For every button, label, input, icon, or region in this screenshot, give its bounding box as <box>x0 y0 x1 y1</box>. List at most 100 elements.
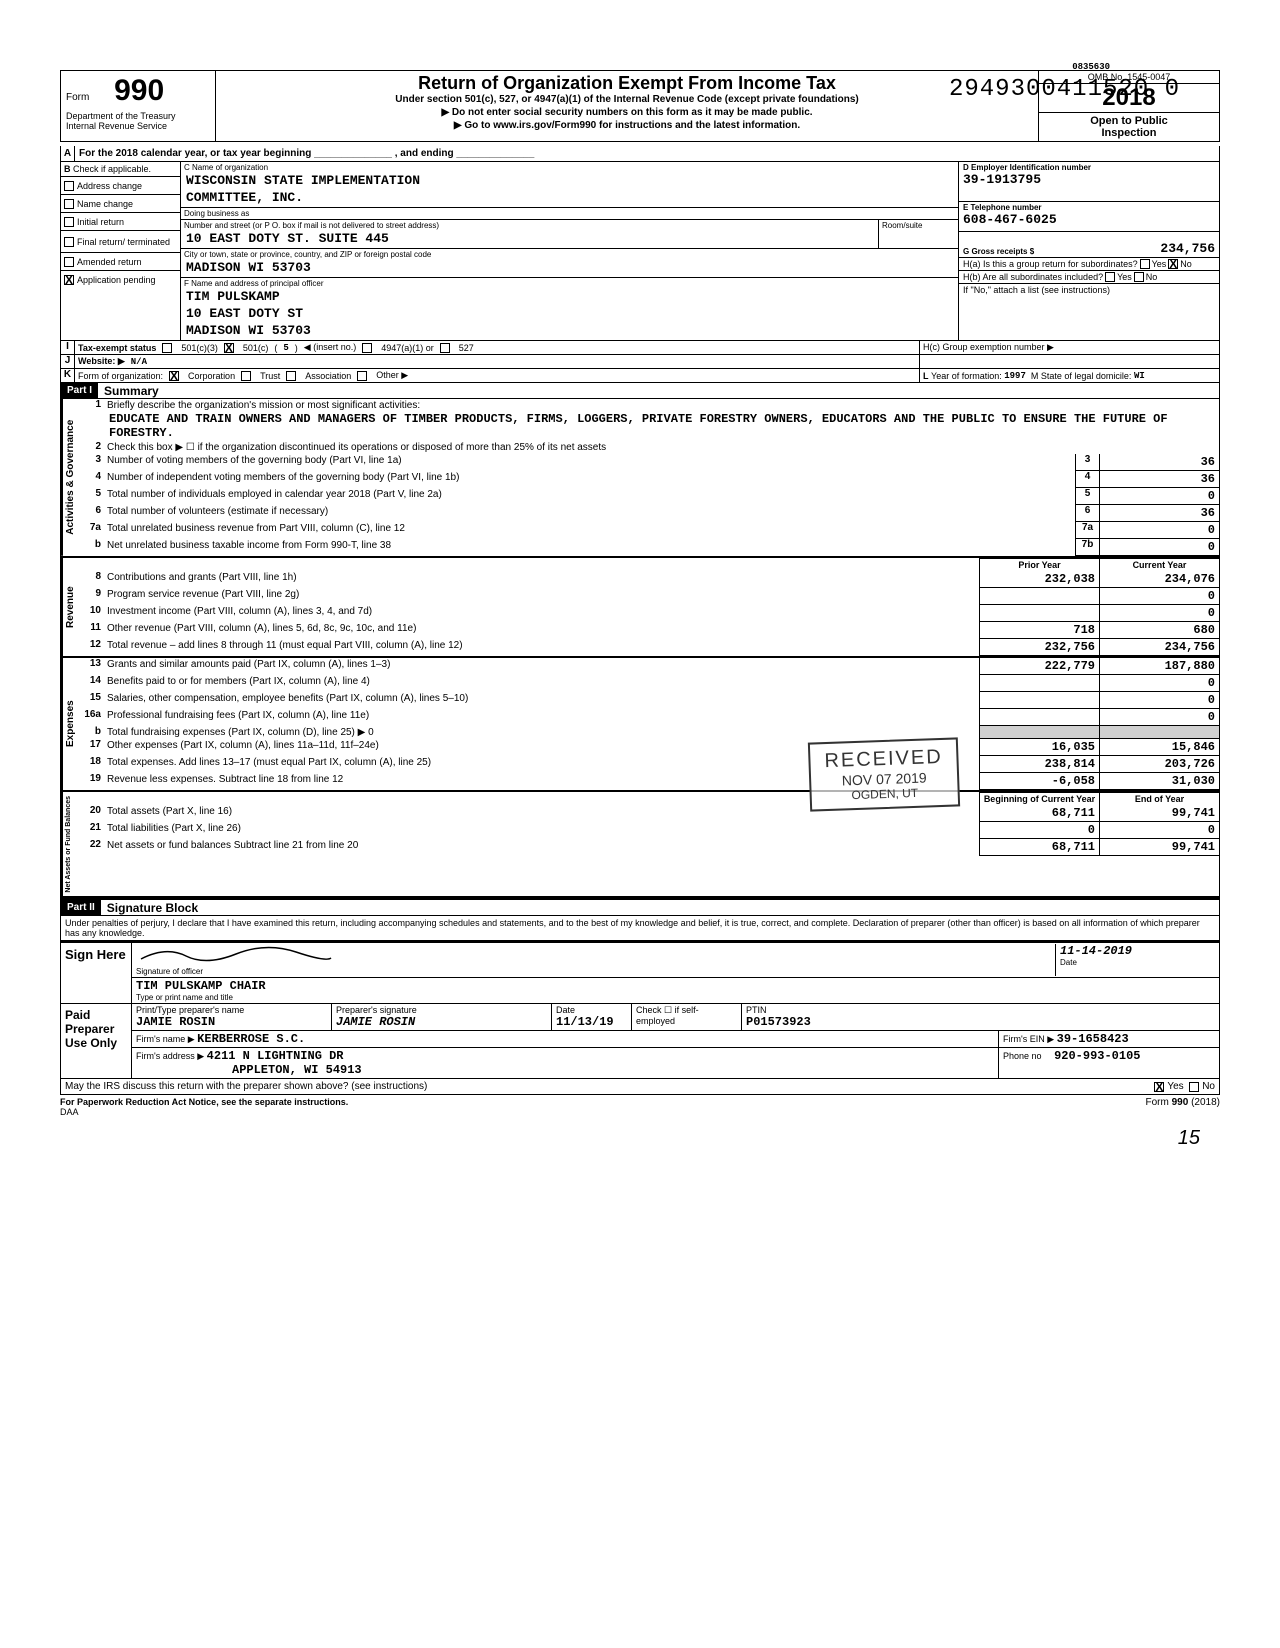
prior-value <box>979 605 1099 622</box>
summary-line: Contributions and grants (Part VIII, lin… <box>105 571 979 588</box>
summary-line: Benefits paid to or for members (Part IX… <box>105 675 979 692</box>
sign-here: Sign Here <box>61 943 131 1003</box>
chk-trust[interactable] <box>241 371 251 381</box>
letter-i: I <box>61 341 75 354</box>
org-name-2: COMMITTEE, INC. <box>181 190 958 207</box>
prior-value: 232,756 <box>979 639 1099 656</box>
prior-value <box>979 675 1099 692</box>
perjury-text: Under penalties of perjury, I declare th… <box>60 916 1220 941</box>
chk-527[interactable] <box>440 343 450 353</box>
ha-no[interactable] <box>1168 259 1178 269</box>
summary-line: Other revenue (Part VIII, column (A), li… <box>105 622 979 639</box>
current-value: 0 <box>1099 709 1219 726</box>
prior-value: 232,038 <box>979 571 1099 588</box>
current-value: 31,030 <box>1099 773 1219 790</box>
chk-name-change[interactable] <box>64 199 74 209</box>
prior-value: 68,711 <box>979 839 1099 856</box>
chk-other[interactable] <box>357 371 367 381</box>
letter-j: J <box>61 355 75 368</box>
preparer-date: 11/13/19 <box>556 1015 627 1029</box>
discuss-yes[interactable] <box>1154 1082 1164 1092</box>
officer-addr: 10 EAST DOTY ST <box>181 306 958 323</box>
summary-line: Salaries, other compensation, employee b… <box>105 692 979 709</box>
current-value: 234,756 <box>1099 639 1219 656</box>
firm-ein: 39-1658423 <box>1057 1032 1129 1046</box>
city-state-zip: MADISON WI 53703 <box>181 260 958 277</box>
summary-line: Program service revenue (Part VIII, line… <box>105 588 979 605</box>
street-address: 10 EAST DOTY ST. SUITE 445 <box>181 231 878 248</box>
summary-line: Net unrelated business taxable income fr… <box>105 539 1075 556</box>
letter-k: K <box>61 369 75 382</box>
current-value: 0 <box>1099 675 1219 692</box>
self-employed-check: Check ☐ if self-employed <box>632 1004 742 1030</box>
sign-date: 11-14-2019 <box>1060 944 1215 958</box>
summary-line: Number of independent voting members of … <box>105 471 1075 488</box>
chk-corporation[interactable] <box>169 371 179 381</box>
summary-line: Total liabilities (Part X, line 26) <box>105 822 979 839</box>
summary-value: 0 <box>1099 539 1219 556</box>
current-value: 0 <box>1099 822 1219 839</box>
current-value: 0 <box>1099 588 1219 605</box>
dba-label: Doing business as <box>181 208 958 219</box>
prior-value <box>979 692 1099 709</box>
ha-yes[interactable] <box>1140 259 1150 269</box>
firm-name: KERBERROSE S.C. <box>197 1032 305 1046</box>
vlabel-netassets: Net Assets or Fund Balances <box>61 792 83 897</box>
mission-label: Briefly describe the organization's miss… <box>105 399 1219 412</box>
hb-yes[interactable] <box>1105 272 1115 282</box>
col-prior-year: Prior Year <box>979 558 1099 571</box>
current-value: 99,741 <box>1099 839 1219 856</box>
prior-value: 68,711 <box>979 805 1099 822</box>
ein-value: 39-1913795 <box>963 172 1215 187</box>
current-value: 187,880 <box>1099 658 1219 675</box>
hb-note: If "No," attach a list (see instructions… <box>959 284 1219 296</box>
summary-value: 0 <box>1099 522 1219 539</box>
current-value: 203,726 <box>1099 756 1219 773</box>
daa: DAA <box>60 1107 79 1117</box>
chk-address-change[interactable] <box>64 181 74 191</box>
chk-4947[interactable] <box>362 343 372 353</box>
current-value: 680 <box>1099 622 1219 639</box>
summary-line: Number of voting members of the governin… <box>105 454 1075 471</box>
page-number: 15 <box>60 1127 1220 1150</box>
chk-501c[interactable] <box>224 343 234 353</box>
chk-application-pending[interactable] <box>64 275 74 285</box>
summary-line: Total number of individuals employed in … <box>105 488 1075 505</box>
summary-line: Grants and similar amounts paid (Part IX… <box>105 658 979 675</box>
summary-line: Investment income (Part VIII, column (A)… <box>105 605 979 622</box>
paperwork-notice: For Paperwork Reduction Act Notice, see … <box>60 1097 348 1107</box>
prior-value: 0 <box>979 822 1099 839</box>
current-value <box>1099 726 1219 739</box>
col-beginning: Beginning of Current Year <box>979 792 1099 805</box>
letter-a: A <box>61 146 75 161</box>
ein-label: D Employer Identification number <box>963 163 1215 172</box>
room-label: Room/suite <box>879 220 958 231</box>
title-block: Return of Organization Exempt From Incom… <box>216 71 1039 141</box>
mission-text: EDUCATE AND TRAIN OWNERS AND MANAGERS OF… <box>83 412 1219 441</box>
ptin: P01573923 <box>746 1015 1215 1029</box>
paid-preparer-label: Paid Preparer Use Only <box>61 1004 131 1078</box>
hc-group: H(c) Group exemption number ▶ <box>919 341 1219 354</box>
addr-label: Number and street (or P O. box if mail i… <box>181 220 878 231</box>
summary-line: Total number of volunteers (estimate if … <box>105 505 1075 522</box>
firm-phone: 920-993-0105 <box>1054 1049 1140 1063</box>
vlabel-expenses: Expenses <box>61 658 83 790</box>
chk-501c3[interactable] <box>162 343 172 353</box>
preparer-name: JAMIE ROSIN <box>136 1015 327 1029</box>
chk-association[interactable] <box>286 371 296 381</box>
current-value: 99,741 <box>1099 805 1219 822</box>
phone-label: E Telephone number <box>963 203 1215 212</box>
prior-value <box>979 588 1099 605</box>
chk-final-return[interactable] <box>64 237 74 247</box>
chk-amended[interactable] <box>64 257 74 267</box>
sign-name: TIM PULSKAMP CHAIR <box>136 979 1215 993</box>
col-current-year: Current Year <box>1099 558 1219 571</box>
prior-value: 222,779 <box>979 658 1099 675</box>
hb-no[interactable] <box>1134 272 1144 282</box>
gross-value: 234,756 <box>1160 241 1215 256</box>
part-i-tag: Part I <box>61 383 98 398</box>
discuss-no[interactable] <box>1189 1082 1199 1092</box>
summary-line: Total unrelated business revenue from Pa… <box>105 522 1075 539</box>
chk-initial-return[interactable] <box>64 217 74 227</box>
form-990-footer: Form 990 (2018) <box>1146 1097 1220 1117</box>
